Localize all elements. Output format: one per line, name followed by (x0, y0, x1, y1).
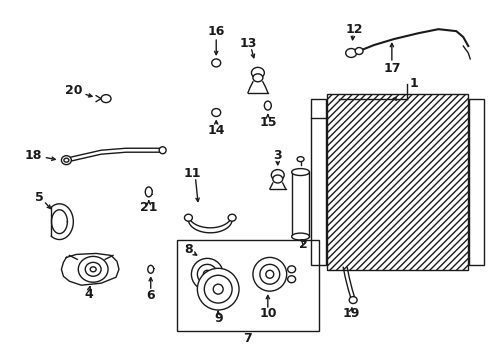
Ellipse shape (61, 156, 71, 165)
Text: 15: 15 (259, 116, 276, 129)
Ellipse shape (191, 258, 223, 290)
Ellipse shape (228, 214, 236, 221)
Text: 19: 19 (342, 307, 359, 320)
Text: 20: 20 (64, 84, 82, 97)
Text: 9: 9 (213, 312, 222, 325)
Ellipse shape (147, 265, 153, 273)
Ellipse shape (252, 74, 263, 82)
Ellipse shape (287, 266, 295, 273)
Ellipse shape (271, 170, 284, 180)
Ellipse shape (251, 67, 264, 78)
Ellipse shape (259, 264, 279, 284)
Ellipse shape (291, 168, 309, 176)
Ellipse shape (265, 270, 273, 278)
Bar (311, 99, 325, 265)
Ellipse shape (264, 101, 271, 110)
Text: 8: 8 (184, 243, 192, 256)
Text: 7: 7 (243, 332, 252, 345)
Text: 14: 14 (207, 124, 224, 137)
Text: 4: 4 (84, 288, 93, 301)
Text: 11: 11 (183, 167, 201, 180)
Text: 13: 13 (239, 37, 256, 50)
Ellipse shape (197, 268, 239, 310)
Ellipse shape (101, 95, 111, 103)
Text: 18: 18 (25, 149, 42, 162)
Ellipse shape (204, 275, 232, 303)
Text: 10: 10 (259, 307, 276, 320)
Ellipse shape (287, 276, 295, 283)
Ellipse shape (345, 49, 356, 58)
Ellipse shape (90, 267, 96, 272)
Ellipse shape (213, 284, 223, 294)
Bar (326, 94, 468, 270)
Ellipse shape (85, 262, 101, 276)
Text: 16: 16 (207, 24, 224, 38)
Ellipse shape (211, 59, 220, 67)
Ellipse shape (272, 175, 282, 183)
Ellipse shape (184, 214, 192, 221)
Text: 5: 5 (35, 192, 44, 204)
Polygon shape (61, 253, 119, 285)
Ellipse shape (197, 264, 217, 284)
Ellipse shape (78, 256, 108, 282)
Text: 3: 3 (273, 149, 282, 162)
Ellipse shape (64, 158, 69, 162)
Text: 12: 12 (345, 23, 362, 36)
Text: 1: 1 (408, 77, 417, 90)
Ellipse shape (297, 157, 304, 162)
Text: 21: 21 (140, 201, 157, 214)
Bar (176, 239, 319, 331)
Bar (468, 99, 483, 265)
Ellipse shape (203, 270, 211, 278)
Text: 2: 2 (299, 238, 307, 251)
Ellipse shape (159, 147, 166, 154)
Text: 17: 17 (382, 62, 400, 75)
Ellipse shape (354, 48, 362, 54)
Ellipse shape (252, 257, 286, 291)
Ellipse shape (291, 233, 309, 240)
Ellipse shape (211, 109, 220, 117)
Ellipse shape (145, 187, 152, 197)
Text: 6: 6 (146, 289, 155, 302)
Bar (291, 172, 309, 237)
Ellipse shape (348, 297, 356, 303)
